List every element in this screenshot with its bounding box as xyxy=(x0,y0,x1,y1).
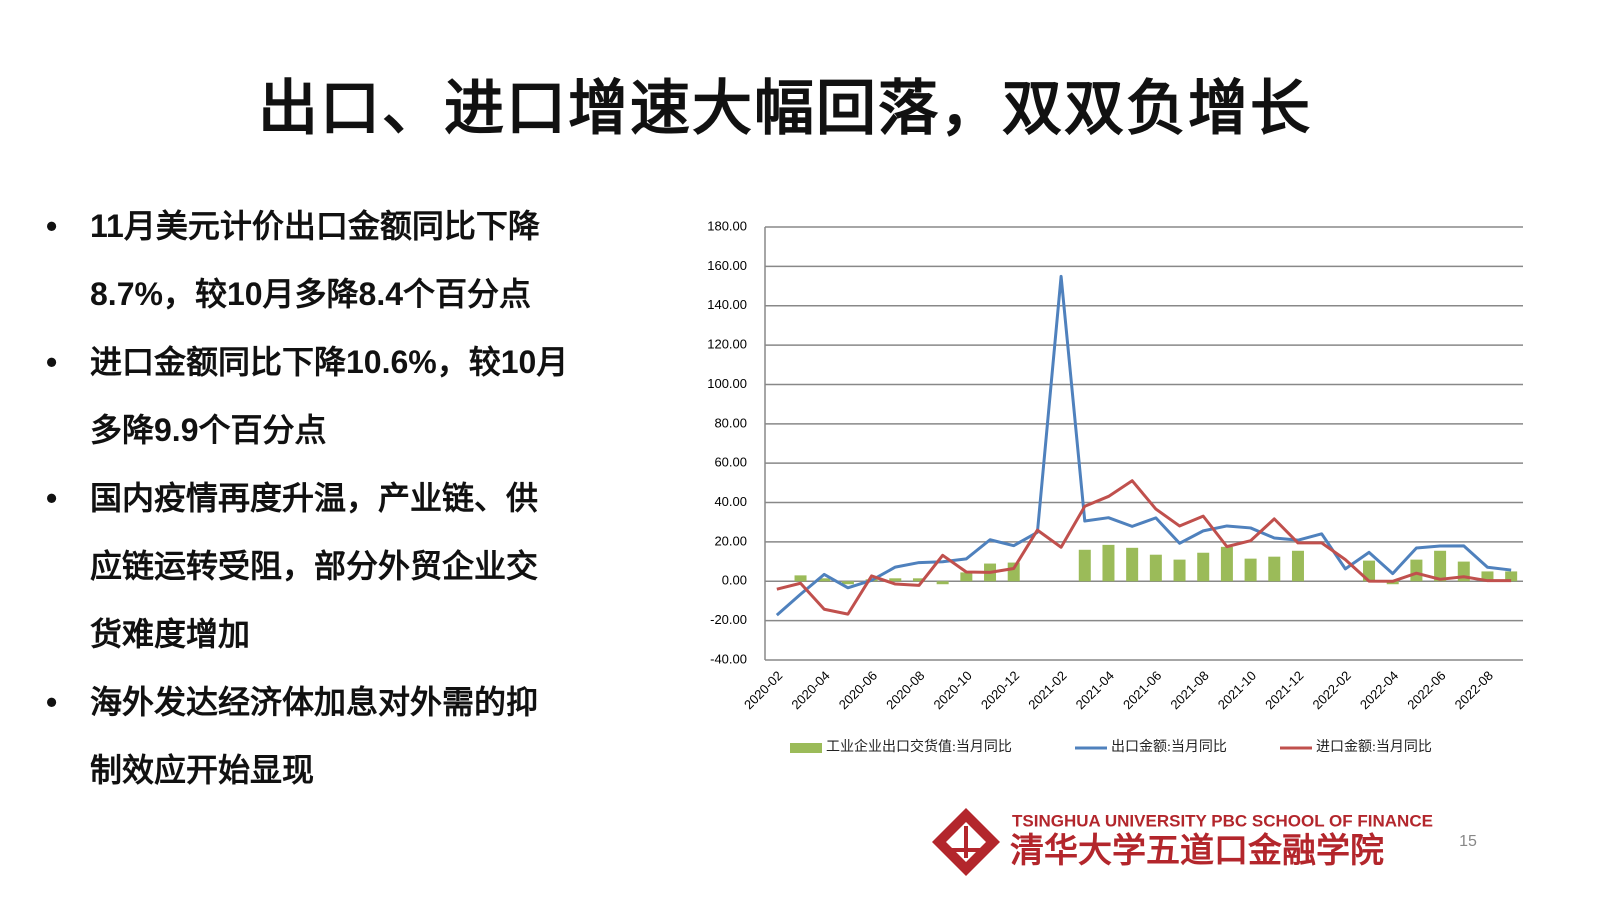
y-tick-label: 120.00 xyxy=(707,337,747,352)
x-tick-label: 2022-02 xyxy=(1310,668,1354,712)
bullet-line: 海外发达经济体加息对外需的抑 xyxy=(90,684,539,720)
bar xyxy=(1197,552,1210,582)
bullet-dot: • xyxy=(46,684,58,720)
bullet: • 11月美元计价出口金额同比下降 8.7%，较10月多降8.4个百分点 xyxy=(40,192,680,328)
bar xyxy=(1291,550,1304,582)
bullet-line: 进口金额同比下降10.6%，较10月 xyxy=(90,344,569,380)
bar xyxy=(1007,562,1020,582)
y-tick-label: -20.00 xyxy=(710,612,747,627)
bullet: • 进口金额同比下降10.6%，较10月 多降9.9个百分点 xyxy=(40,328,680,464)
x-tick-label: 2020-10 xyxy=(931,668,975,712)
legend-label: 出口金额:当月同比 xyxy=(1111,739,1227,755)
bullet-line: 货难度增加 xyxy=(90,616,251,652)
bar xyxy=(1126,547,1139,582)
bullet: • 国内疫情再度升温，产业链、供 应链运转受阻，部分外贸企业交 货难度增加 xyxy=(40,464,680,668)
bar xyxy=(1363,560,1376,582)
x-tick-label: 2021-06 xyxy=(1120,668,1164,712)
bar xyxy=(936,581,949,585)
bar xyxy=(818,578,831,582)
bullet: • 海外发达经济体加息对外需的抑 制效应开始显现 xyxy=(40,668,680,804)
x-tick-label: 2021-08 xyxy=(1167,668,1211,712)
y-tick-label: 100.00 xyxy=(707,376,747,391)
x-tick-label: 2021-04 xyxy=(1073,668,1117,712)
bullet-line: 国内疫情再度升温，产业链、供 xyxy=(90,480,539,516)
bar xyxy=(1410,559,1423,582)
x-tick-label: 2022-06 xyxy=(1404,668,1448,712)
legend-swatch xyxy=(790,743,822,753)
y-tick-label: 160.00 xyxy=(707,258,747,273)
bullet-line: 制效应开始显现 xyxy=(90,752,315,788)
bar xyxy=(1268,556,1281,582)
y-tick-label: 20.00 xyxy=(714,533,747,548)
page-number: 15 xyxy=(1459,833,1477,850)
y-tick-label: -40.00 xyxy=(710,651,747,666)
bar xyxy=(1102,544,1115,582)
legend-label: 进口金额:当月同比 xyxy=(1316,739,1432,755)
bullet-dot: • xyxy=(46,480,58,516)
bar xyxy=(1481,571,1494,582)
y-tick-label: 180.00 xyxy=(707,218,747,233)
bullet-list: • 11月美元计价出口金额同比下降 8.7%，较10月多降8.4个百分点 • 进口金额同… xyxy=(40,192,680,804)
x-tick-label: 2020-04 xyxy=(788,668,832,712)
school-en: TSINGHUA UNIVERSITY PBC SCHOOL OF FINANC… xyxy=(1012,811,1433,830)
slide-title: 出口、进口增速大幅回落，双双负增长 xyxy=(258,75,1312,142)
bar xyxy=(1244,558,1257,582)
y-tick-label: 40.00 xyxy=(714,494,747,509)
x-tick-label: 2020-08 xyxy=(883,668,927,712)
y-tick-label: 0.00 xyxy=(722,573,747,588)
bar xyxy=(1434,550,1447,582)
legend-label: 工业企业出口交货值:当月同比 xyxy=(826,738,1012,755)
x-tick-label: 2020-02 xyxy=(741,668,785,712)
line-series xyxy=(775,274,1512,617)
x-tick-label: 2020-06 xyxy=(836,668,880,712)
bar xyxy=(912,578,925,582)
bar xyxy=(889,578,902,582)
y-tick-label: 140.00 xyxy=(707,297,747,312)
bar xyxy=(1220,546,1233,582)
line-series xyxy=(776,479,1512,616)
x-tick-label: 2022-08 xyxy=(1452,668,1496,712)
logo xyxy=(932,808,1000,876)
bullet-dot: • xyxy=(46,208,58,244)
bar xyxy=(1505,571,1518,582)
bullet-dot: • xyxy=(46,344,58,380)
bullet-line: 应链运转受阻，部分外贸企业交 xyxy=(90,548,539,584)
x-tick-label: 2022-04 xyxy=(1357,668,1401,712)
bar xyxy=(794,575,807,582)
y-tick-label: 60.00 xyxy=(714,455,747,470)
x-tick-label: 2021-10 xyxy=(1215,668,1259,712)
bullet-line: 11月美元计价出口金额同比下降 xyxy=(90,208,540,244)
y-tick-label: 80.00 xyxy=(714,415,747,430)
x-tick-label: 2020-12 xyxy=(978,668,1022,712)
bar xyxy=(1173,559,1186,582)
school-cn: 清华大学五道口金融学院 xyxy=(1010,831,1384,870)
x-tick-label: 2021-12 xyxy=(1262,668,1306,712)
bar xyxy=(1149,554,1162,582)
x-tick-label: 2021-02 xyxy=(1025,668,1069,712)
bullet-line: 8.7%，较10月多降8.4个百分点 xyxy=(90,276,532,312)
bar xyxy=(1078,549,1091,582)
bar xyxy=(960,572,973,582)
bar xyxy=(841,581,854,585)
bullet-line: 多降9.9个百分点 xyxy=(90,412,327,448)
